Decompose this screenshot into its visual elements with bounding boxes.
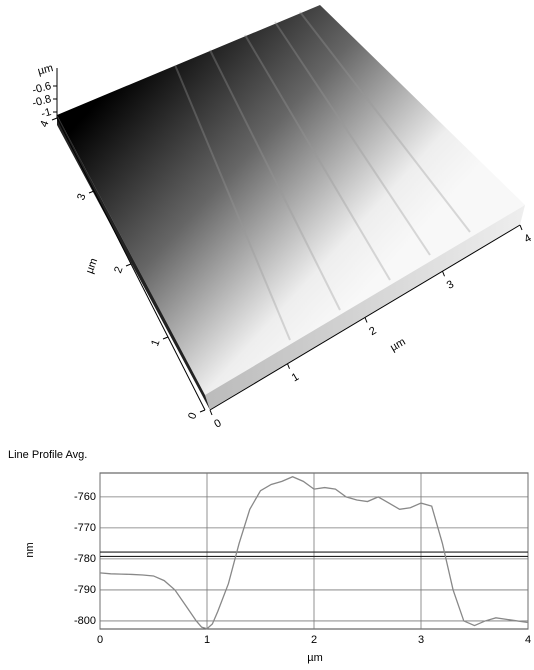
y-tick-label: 4 <box>38 119 51 129</box>
y-unit: µm <box>84 257 101 276</box>
y-tick-label: -800 <box>74 615 96 627</box>
y-tick-label: -760 <box>74 491 96 503</box>
x-tick-label: 3 <box>445 278 456 291</box>
y-tick-label: -790 <box>74 584 96 596</box>
x-tick-label: 0 <box>212 417 223 430</box>
x-tick-label: 4 <box>522 232 533 245</box>
x-tick-label: 3 <box>418 634 424 646</box>
x-tick <box>442 271 445 277</box>
y-tick-label: -780 <box>74 553 96 565</box>
x-tick <box>209 409 213 416</box>
surface-plot <box>56 5 525 411</box>
x-tick-label: 2 <box>311 634 317 646</box>
z-unit: µm <box>36 62 54 78</box>
profile-line <box>99 476 529 630</box>
surface-top <box>57 5 525 395</box>
y-tick <box>162 336 169 340</box>
y-tick-label: 0 <box>186 411 199 421</box>
y-tick-label: 2 <box>112 265 125 275</box>
y-tick <box>51 117 58 121</box>
z-tick-label: -0.6 <box>31 80 52 97</box>
z-tick-label: -0.8 <box>31 93 52 110</box>
x-axis-label: µm <box>307 652 323 664</box>
y-tick-label: 3 <box>75 192 88 202</box>
surface-left <box>57 115 210 410</box>
y-tick-label: -770 <box>74 522 96 534</box>
chart-title: Line Profile Avg. <box>8 449 87 461</box>
x-tick-label: 2 <box>367 325 378 338</box>
surface-side <box>205 205 525 410</box>
y-tick <box>125 263 132 267</box>
surface-stripes <box>174 11 471 341</box>
x-unit: µm <box>388 336 407 354</box>
x-tick <box>287 363 290 369</box>
x-tick <box>519 224 523 231</box>
x-tick-label: 1 <box>290 371 301 384</box>
x-tick-label: 0 <box>97 634 103 646</box>
x-tick-label: 4 <box>525 634 531 646</box>
y-axis-label: nm <box>24 542 36 557</box>
z-tick-label: -1 <box>40 106 53 120</box>
x-tick-label: 1 <box>204 634 210 646</box>
x-tick <box>364 317 368 323</box>
y-tick <box>88 190 95 194</box>
y-tick <box>199 409 206 413</box>
y-tick-label: 1 <box>149 338 162 348</box>
